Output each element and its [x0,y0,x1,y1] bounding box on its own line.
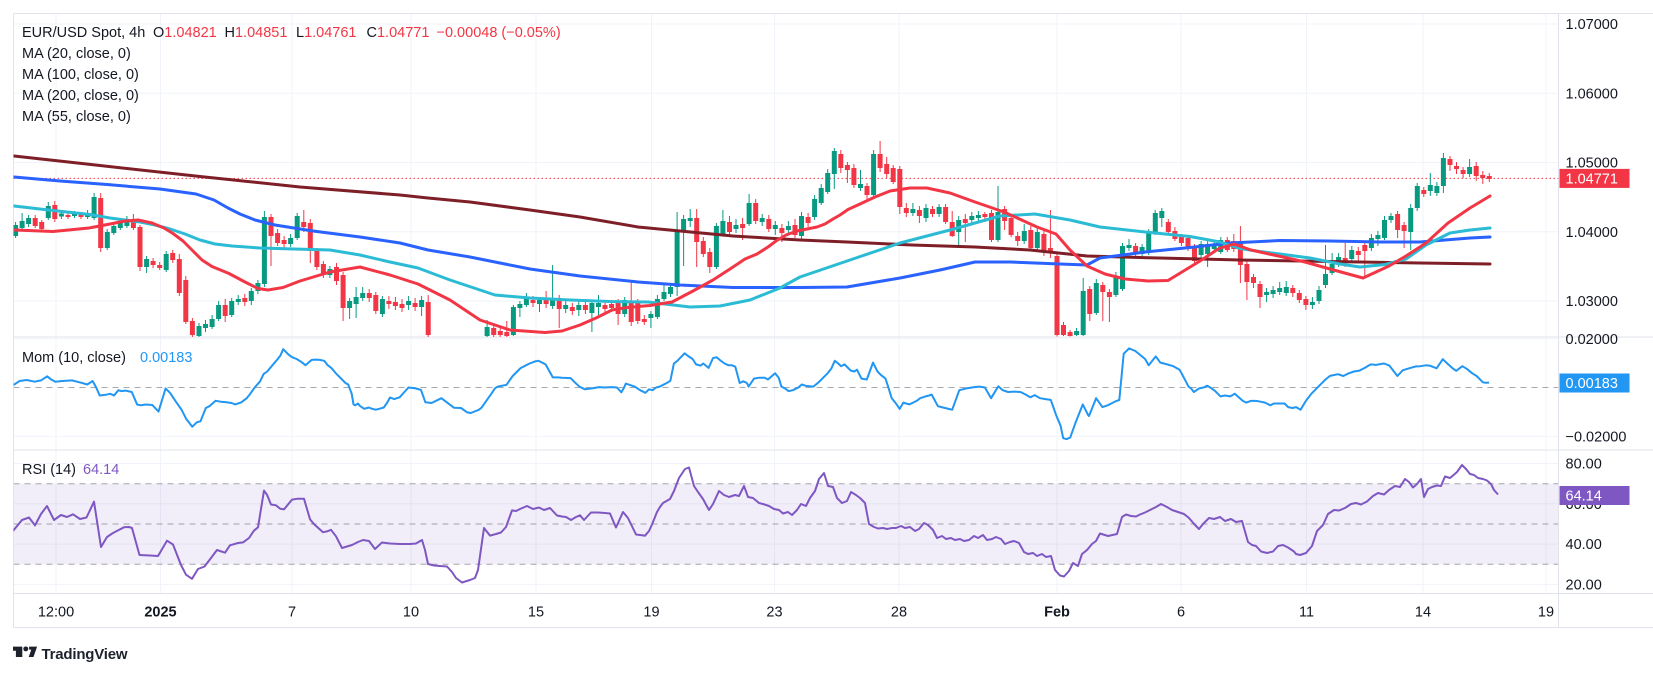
svg-text:1.04000: 1.04000 [1566,225,1618,241]
svg-text:6: 6 [1177,605,1185,621]
svg-text:23: 23 [766,605,782,621]
svg-text:15: 15 [528,605,544,621]
svg-text:MA (20, close, 0): MA (20, close, 0) [22,46,131,62]
svg-text:H1.04851: H1.04851 [225,25,288,41]
svg-text:28: 28 [891,605,907,621]
svg-text:RSI (14): RSI (14) [22,462,76,478]
svg-text:80.00: 80.00 [1566,457,1602,473]
svg-text:1.05000: 1.05000 [1566,156,1618,172]
svg-text:−0.02000: −0.02000 [1566,429,1627,445]
svg-text:Mom (10, close): Mom (10, close) [22,350,126,366]
svg-text:7: 7 [288,605,296,621]
svg-text:1.06000: 1.06000 [1566,86,1618,102]
svg-text:10: 10 [403,605,419,621]
svg-text:20.00: 20.00 [1566,577,1602,593]
svg-text:1.07000: 1.07000 [1566,17,1618,33]
svg-text:−0.00048 (−0.05%): −0.00048 (−0.05%) [437,25,561,41]
svg-text:1.04771: 1.04771 [1566,171,1618,187]
svg-text:12:00: 12:00 [38,605,74,621]
svg-text:L1.04761: L1.04761 [296,25,357,41]
svg-text:O1.04821: O1.04821 [153,25,217,41]
svg-text:MA (55, close, 0): MA (55, close, 0) [22,109,131,125]
svg-text:19: 19 [643,605,659,621]
svg-text:64.14: 64.14 [83,462,119,478]
svg-text:MA (100, close, 0): MA (100, close, 0) [22,67,139,83]
svg-text:14: 14 [1415,605,1431,621]
svg-text:40.00: 40.00 [1566,537,1602,553]
svg-text:Feb: Feb [1044,605,1070,621]
svg-text:2025: 2025 [144,605,176,621]
svg-text:64.14: 64.14 [1566,489,1602,505]
svg-text:1.03000: 1.03000 [1566,294,1618,310]
svg-text:MA (200, close, 0): MA (200, close, 0) [22,88,139,104]
svg-text:C1.04771: C1.04771 [367,25,430,41]
svg-text:EUR/USD Spot, 4h: EUR/USD Spot, 4h [22,25,145,41]
svg-text:0.00183: 0.00183 [1566,376,1618,392]
svg-text:TradingView: TradingView [42,646,128,663]
svg-text:0.00183: 0.00183 [140,350,192,366]
svg-text:11: 11 [1299,605,1314,621]
svg-text:19: 19 [1538,605,1554,621]
svg-text:0.02000: 0.02000 [1566,332,1618,348]
